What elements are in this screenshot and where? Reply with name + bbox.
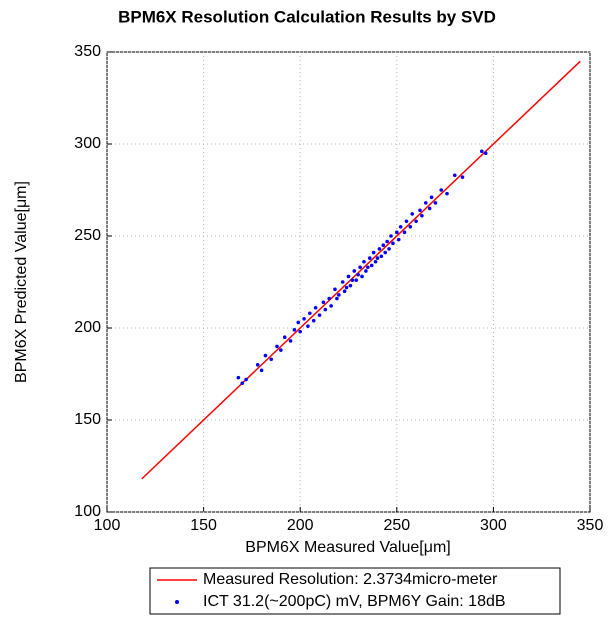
point <box>433 201 438 205</box>
y-axis-label: BPM6X Predicted Value[μm] <box>13 181 30 383</box>
point <box>369 263 374 268</box>
point <box>398 225 403 229</box>
point <box>460 175 465 179</box>
y-tick-label: 100 <box>74 503 101 520</box>
point <box>329 304 333 308</box>
point <box>313 305 318 310</box>
point <box>423 201 428 205</box>
point <box>414 219 418 224</box>
point <box>362 259 366 264</box>
legend-label: ICT 31.2(~200pC) mV, BPM6Y Gain: 18dB <box>203 593 506 610</box>
point <box>327 296 331 301</box>
fit-line <box>141 60 581 480</box>
point <box>420 213 424 218</box>
point <box>391 241 395 246</box>
point <box>366 265 370 270</box>
legend-swatch <box>175 600 179 604</box>
point <box>452 173 457 178</box>
point <box>364 269 368 273</box>
point <box>321 300 326 305</box>
x-tick-label: 100 <box>94 517 121 534</box>
x-tick-label: 150 <box>190 517 217 534</box>
point <box>269 357 274 362</box>
point <box>302 317 306 321</box>
x-tick-label: 250 <box>383 517 410 534</box>
point <box>404 219 409 224</box>
point <box>288 339 293 343</box>
point <box>483 151 488 155</box>
point <box>427 206 432 211</box>
point <box>244 377 248 382</box>
point <box>292 328 297 332</box>
point <box>340 280 345 284</box>
point <box>255 363 260 367</box>
point <box>385 239 389 244</box>
x-tick-label: 350 <box>577 517 604 534</box>
point <box>360 274 364 279</box>
point <box>306 324 310 328</box>
y-tick-label: 300 <box>74 135 101 152</box>
point <box>240 381 245 386</box>
point <box>275 344 279 349</box>
point <box>367 256 372 260</box>
point <box>402 230 407 235</box>
point <box>317 313 322 317</box>
point <box>439 188 444 192</box>
point <box>337 293 341 297</box>
point <box>344 285 349 290</box>
x-tick-label: 200 <box>287 517 314 534</box>
point <box>342 289 347 294</box>
point <box>236 375 241 380</box>
point <box>371 250 376 255</box>
legend-box <box>149 567 561 615</box>
y-tick-label: 200 <box>74 319 101 336</box>
point <box>279 348 283 352</box>
point <box>348 283 353 288</box>
point <box>375 256 380 260</box>
point <box>387 247 391 251</box>
legend-label: Measured Resolution: 2.3734micro-meter <box>203 571 498 588</box>
point <box>383 250 388 255</box>
point <box>296 320 301 325</box>
point <box>263 353 268 358</box>
point <box>410 212 415 216</box>
point <box>311 318 316 323</box>
x-tick-label: 300 <box>480 517 507 534</box>
point <box>381 243 386 247</box>
plot-frame <box>106 51 591 513</box>
point <box>373 259 378 264</box>
point <box>308 311 312 316</box>
point <box>335 296 339 301</box>
point <box>379 254 384 259</box>
point <box>429 195 434 200</box>
point <box>358 265 362 270</box>
y-tick-label: 150 <box>74 411 101 428</box>
point <box>356 272 360 277</box>
point <box>259 368 264 373</box>
y-tick-label: 350 <box>74 43 101 60</box>
point <box>354 278 359 282</box>
point <box>480 149 484 154</box>
point <box>377 247 382 251</box>
chart-title: BPM6X Resolution Calculation Results by … <box>118 7 496 26</box>
y-tick-label: 250 <box>74 227 101 244</box>
point <box>408 225 413 229</box>
point <box>282 335 287 340</box>
point <box>346 274 351 279</box>
point <box>389 234 393 238</box>
x-axis-label: BPM6X Measured Value[μm] <box>245 539 450 556</box>
point <box>333 287 337 292</box>
point <box>395 230 399 235</box>
point <box>396 237 401 242</box>
point <box>445 191 449 196</box>
point <box>352 269 357 273</box>
point <box>298 329 303 334</box>
point <box>323 307 328 312</box>
point <box>350 278 355 282</box>
point <box>418 208 422 213</box>
